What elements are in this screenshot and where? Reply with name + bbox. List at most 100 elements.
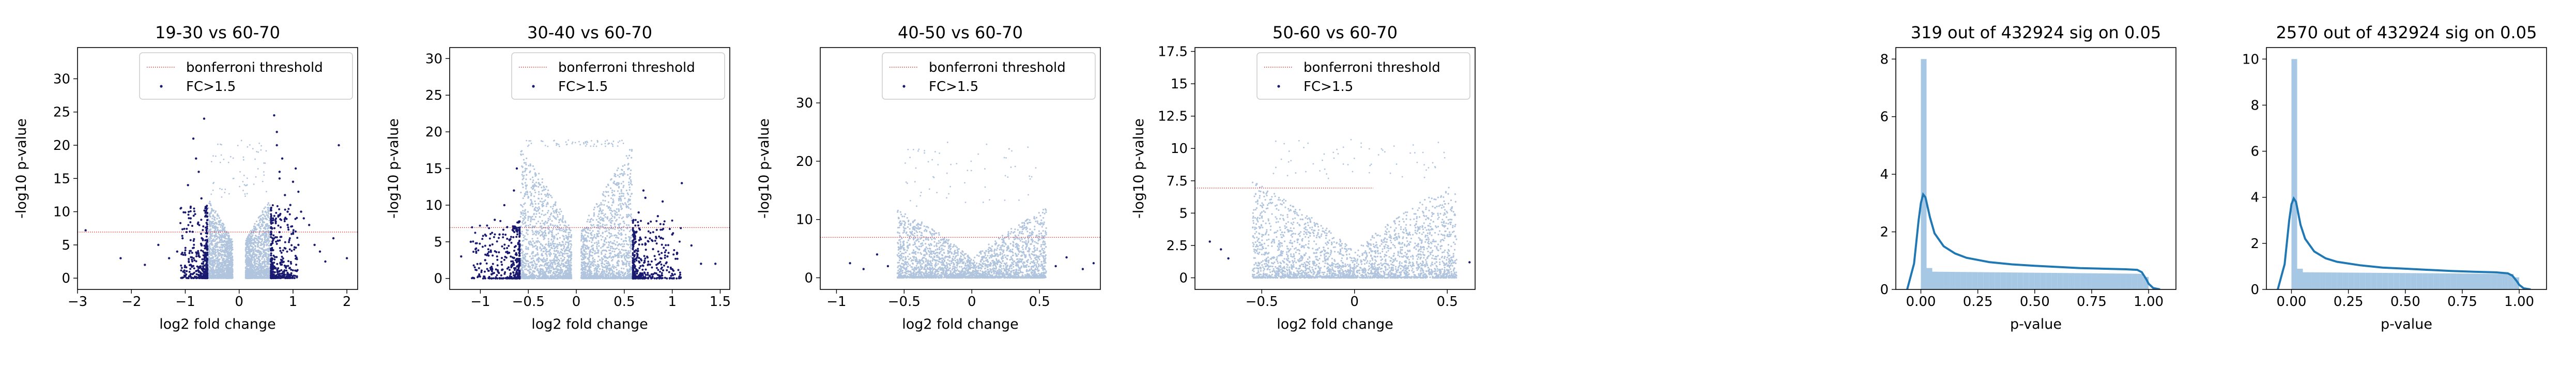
- fc-point: [205, 231, 208, 234]
- cloud-point: [533, 183, 535, 185]
- cloud-point: [269, 204, 271, 206]
- cloud-point: [229, 273, 232, 276]
- fc-point: [295, 264, 298, 266]
- cloud-point: [534, 267, 536, 269]
- cloud-point: [247, 256, 249, 258]
- cloud-point: [561, 253, 564, 255]
- cloud-point: [265, 254, 267, 256]
- fc-point: [279, 218, 282, 221]
- fc-point: [180, 207, 182, 209]
- cloud-point: [535, 181, 537, 183]
- cloud-point: [263, 246, 265, 248]
- cloud-point: [254, 255, 256, 257]
- cloud-point: [622, 216, 624, 218]
- cloud-point: [581, 254, 584, 256]
- fc-point: [197, 221, 200, 224]
- cloud-point: [253, 262, 255, 264]
- fc-point: [190, 272, 192, 275]
- cloud-point: [266, 271, 268, 273]
- cloud-point: [258, 249, 260, 251]
- cloud-point: [616, 211, 618, 213]
- fc-point: [184, 247, 187, 249]
- cloud-point: [623, 185, 625, 187]
- cloud-point: [524, 209, 526, 211]
- fc-point: [270, 221, 272, 224]
- cloud-point: [216, 229, 218, 232]
- cloud-point: [246, 261, 248, 264]
- cloud-point: [527, 211, 529, 213]
- fc-point: [270, 220, 272, 222]
- fc-point: [206, 225, 208, 228]
- cloud-point: [251, 241, 253, 243]
- cloud-point: [265, 274, 267, 277]
- cloud-point: [553, 242, 555, 245]
- cloud-point: [249, 277, 251, 279]
- cloud-outlier: [224, 192, 226, 193]
- cloud-point: [211, 253, 213, 255]
- fc-point: [191, 252, 193, 254]
- cloud-point: [628, 183, 630, 186]
- fc-point: [194, 213, 196, 216]
- cloud-point: [213, 245, 216, 247]
- fc-point: [296, 217, 298, 219]
- cloud-point: [265, 212, 268, 214]
- cloud-point: [253, 237, 256, 239]
- cloud-point: [536, 254, 538, 256]
- fc-point: [189, 275, 192, 278]
- cloud-outlier: [246, 184, 248, 186]
- cloud-point: [254, 246, 257, 248]
- cloud-point: [264, 215, 266, 217]
- fc-point: [206, 277, 209, 279]
- fc-point: [281, 157, 284, 160]
- cloud-point: [558, 221, 560, 223]
- cloud-point: [265, 241, 267, 243]
- cloud-point: [618, 233, 620, 235]
- fc-point: [280, 258, 282, 261]
- fc-point: [206, 257, 209, 260]
- cloud-point: [212, 271, 214, 273]
- cloud-point: [525, 178, 527, 180]
- cloud-point: [529, 274, 531, 277]
- cloud-point: [529, 204, 531, 206]
- cloud-point: [264, 277, 266, 279]
- cloud-point: [558, 219, 560, 221]
- x-tick-label: 0: [235, 294, 243, 310]
- cloud-point: [531, 238, 533, 240]
- cloud-point: [623, 240, 625, 242]
- cloud-point: [220, 226, 222, 228]
- cloud-point: [591, 263, 593, 265]
- cloud-point: [248, 233, 250, 236]
- cloud-point: [265, 267, 268, 270]
- cloud-point: [628, 238, 631, 240]
- cloud-outlier: [255, 176, 257, 178]
- cloud-point: [618, 204, 620, 206]
- cloud-outlier: [254, 158, 256, 160]
- fc-point: [281, 255, 283, 258]
- cloud-point: [604, 256, 606, 258]
- cloud-point: [555, 209, 557, 211]
- fc-point: [183, 265, 186, 267]
- cloud-point: [603, 214, 605, 217]
- cloud-point: [254, 263, 256, 265]
- fc-point: [192, 277, 194, 279]
- cloud-point: [244, 249, 247, 251]
- cloud-point: [593, 270, 595, 272]
- cloud-point: [604, 249, 606, 251]
- fc-point: [270, 257, 273, 259]
- cloud-point: [267, 239, 269, 242]
- fc-point: [282, 249, 284, 252]
- fc-point: [294, 230, 297, 233]
- cloud-point: [219, 223, 221, 225]
- fc-point: [292, 180, 295, 183]
- cloud-point: [553, 259, 555, 261]
- cloud-point: [619, 193, 621, 195]
- cloud-point: [227, 260, 229, 263]
- cloud-point: [214, 227, 217, 229]
- fc-point: [275, 256, 278, 258]
- fc-point: [206, 253, 209, 256]
- cloud-point: [525, 248, 527, 250]
- cloud-point: [591, 225, 593, 227]
- fc-point: [273, 262, 275, 264]
- cloud-point: [568, 224, 570, 226]
